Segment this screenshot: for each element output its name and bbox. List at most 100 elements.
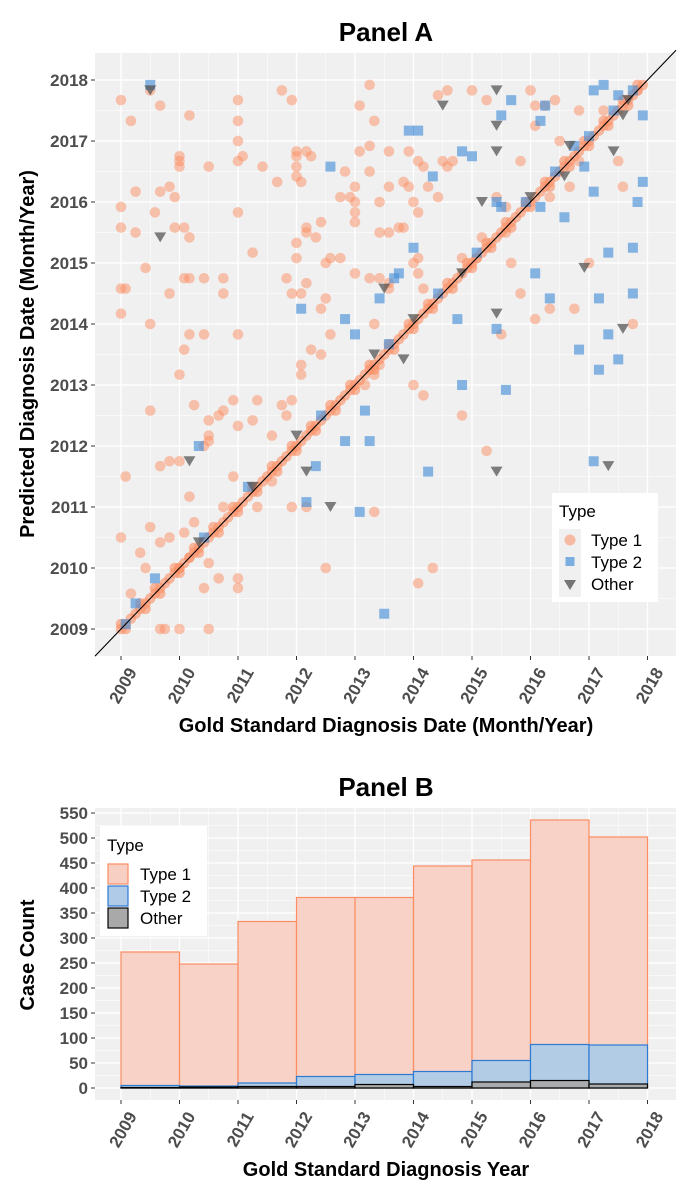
type1-point — [529, 100, 541, 111]
type1-point — [310, 232, 322, 243]
type1-point — [203, 161, 215, 172]
type2-point — [627, 242, 638, 253]
type1-point — [612, 155, 624, 167]
type1-point — [232, 420, 244, 432]
bar-type2-2014 — [412, 1070, 473, 1089]
type1-point — [398, 176, 409, 188]
panel-a-x-axis-title: Gold Standard Diagnosis Date (Month/Year… — [179, 715, 594, 737]
type1-point — [291, 150, 302, 162]
bar-type2-2017 — [588, 1044, 649, 1089]
type1-point — [184, 232, 195, 243]
y-tick-label: 550 — [60, 804, 88, 823]
type1-point — [203, 557, 215, 569]
legend-type2-square-icon — [565, 557, 575, 566]
panel-a-legend-label-type1: Type 1 — [591, 531, 642, 550]
x-tick-label: 2010 — [164, 1109, 199, 1151]
type2-point — [193, 441, 204, 451]
y-tick-label: 350 — [60, 904, 88, 923]
type1-point — [295, 359, 307, 371]
type1-point — [218, 272, 229, 284]
type2-point — [637, 110, 648, 121]
type1-point — [188, 516, 200, 528]
y-tick-label: 100 — [60, 1029, 88, 1048]
type1-point — [232, 135, 244, 147]
y-tick-label: 2012 — [50, 437, 88, 456]
type1-point — [569, 303, 580, 315]
type1-point — [315, 303, 327, 315]
type1-point — [442, 161, 453, 172]
other-point — [607, 146, 620, 157]
other-point — [616, 323, 629, 334]
other-point — [490, 308, 503, 319]
type1-point — [374, 196, 385, 208]
bar-other-2014 — [412, 1085, 473, 1089]
type1-point — [369, 115, 380, 127]
type1-point — [149, 582, 161, 594]
type1-point — [403, 146, 415, 157]
type1-point — [412, 207, 424, 218]
legend-other-triangle-icon — [564, 580, 576, 590]
type1-point — [383, 181, 395, 193]
type1-point — [174, 623, 185, 635]
panel-a-legend-label-type2: Type 2 — [591, 553, 642, 572]
type1-point — [266, 430, 278, 441]
panel-b-y-axis-title: Case Count — [17, 899, 39, 1010]
type1-point — [559, 155, 570, 167]
bar-other-2016 — [529, 1079, 590, 1089]
x-tick-label: 2013 — [339, 1109, 374, 1151]
y-tick-label: 2010 — [50, 559, 88, 578]
type1-point — [374, 227, 385, 238]
type1-point — [188, 399, 200, 411]
type1-point — [169, 222, 181, 233]
type2-point — [374, 293, 385, 304]
bar-other-2012 — [295, 1085, 356, 1089]
type2-point — [354, 506, 365, 517]
bar-type1-2013 — [354, 896, 415, 1089]
type1-point — [418, 283, 429, 294]
y-tick-label: 500 — [60, 829, 88, 848]
type1-point — [203, 415, 215, 426]
panel-a-y-ticks: 2009 2010 2011 2012 2013 2014 2015 2016 2017 2018 — [50, 71, 95, 639]
y-tick-label: 2014 — [50, 315, 88, 334]
type1-point — [544, 191, 556, 203]
type2-point — [310, 461, 321, 472]
type1-point — [295, 369, 307, 380]
type1-point — [184, 491, 195, 502]
other-point — [154, 232, 167, 243]
type1-point — [320, 257, 332, 269]
x-tick-label: 2016 — [515, 665, 550, 707]
type1-point — [257, 161, 268, 172]
type1-point — [184, 329, 195, 340]
type1-point — [120, 471, 131, 482]
type1-point — [427, 562, 439, 574]
type1-point — [281, 410, 292, 421]
type1-point — [345, 379, 356, 391]
other-point — [563, 140, 576, 151]
type1-point — [154, 460, 166, 472]
type2-point — [500, 384, 511, 395]
type1-point — [135, 547, 146, 559]
type1-point — [286, 394, 298, 406]
panel-a-legend: Type Type 1 Type 2 Other — [552, 493, 658, 602]
type2-point — [569, 140, 580, 151]
type1-point — [237, 150, 248, 162]
x-tick-label: 2018 — [632, 665, 667, 707]
type2-point — [423, 466, 434, 477]
type1-point — [174, 161, 185, 172]
y-tick-label: 450 — [60, 854, 88, 873]
type1-point — [383, 146, 395, 157]
bar-other-2010 — [178, 1086, 239, 1089]
panel-a-y-axis-title: Predicted Diagnosis Date (Month/Year) — [17, 170, 39, 538]
bar-type1-2014 — [412, 865, 473, 1089]
type2-point — [535, 201, 546, 212]
type1-point — [481, 94, 492, 106]
panel-a-legend-title: Type — [559, 502, 596, 521]
type2-point — [408, 242, 419, 253]
panel-a-reference-line — [94, 49, 677, 657]
x-tick-label: 2014 — [398, 664, 434, 707]
type1-point — [500, 216, 512, 228]
type2-point — [520, 197, 531, 207]
type1-point — [325, 329, 336, 340]
type1-point — [301, 277, 312, 289]
type1-point — [412, 268, 424, 279]
